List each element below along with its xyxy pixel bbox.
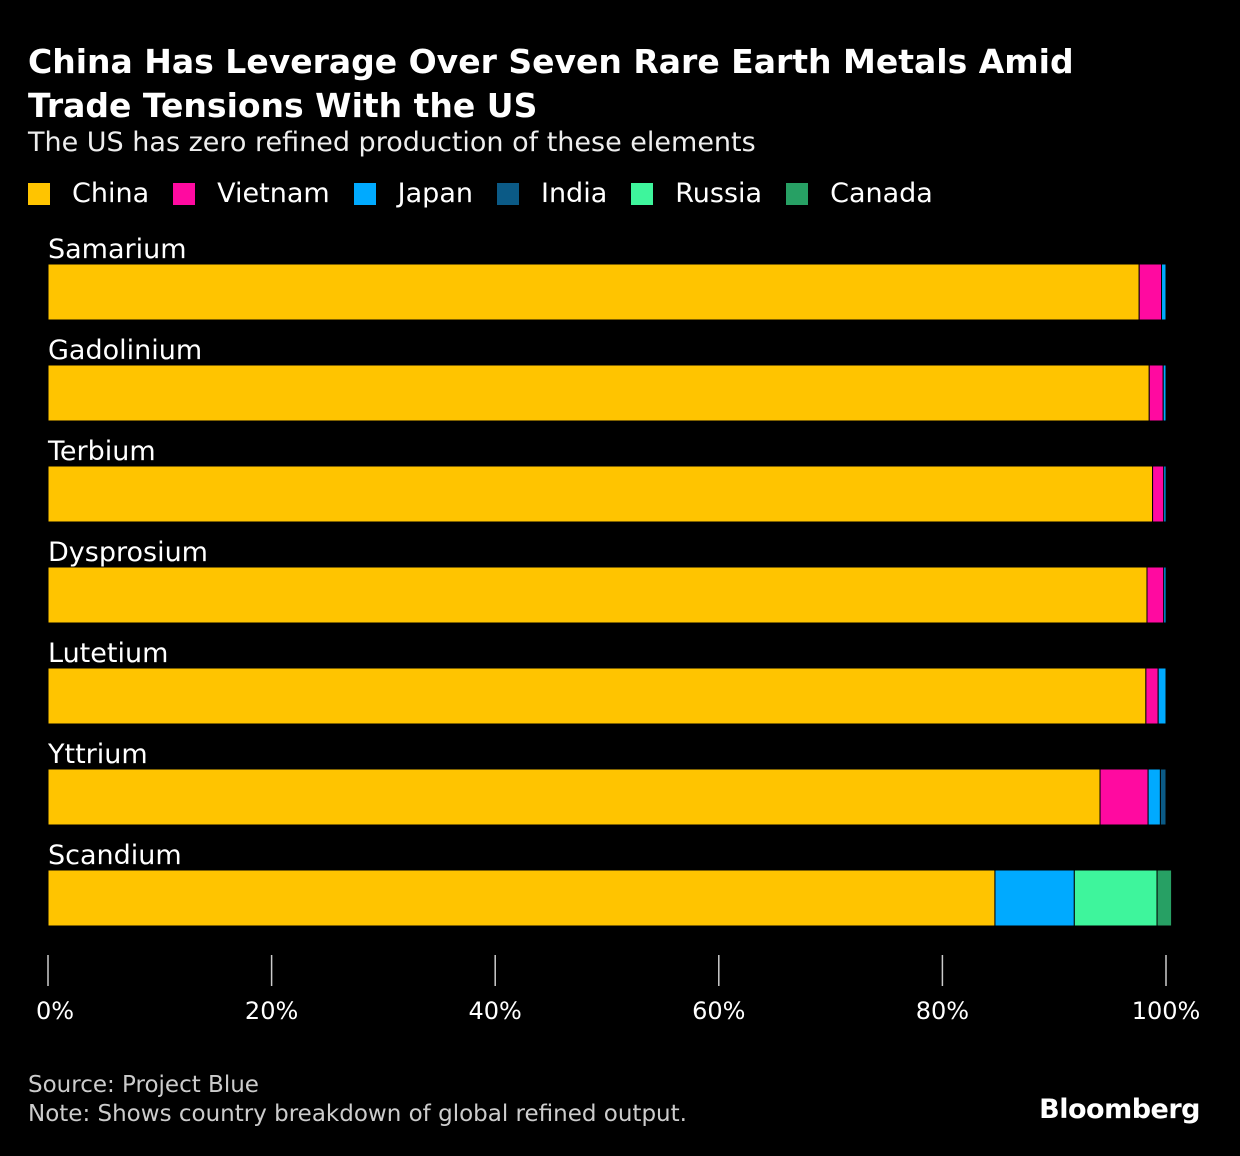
legend-item: India <box>496 178 608 209</box>
legend-label: Russia <box>675 178 763 209</box>
bar-segment <box>1163 566 1167 624</box>
legend-label: Japan <box>397 178 473 209</box>
legend-swatch <box>631 182 654 205</box>
legend-swatch <box>786 182 809 205</box>
category-label: Samarium <box>48 234 187 265</box>
legend-swatch <box>353 182 376 205</box>
bar-segment <box>47 364 1150 422</box>
legend-label: China <box>72 178 150 209</box>
bar-segment <box>1152 465 1165 523</box>
source: Source: Project Blue <box>28 1072 259 1098</box>
category-label: Yttrium <box>47 739 148 770</box>
bar-segment <box>1073 869 1158 927</box>
legend-item: Russia <box>631 178 762 209</box>
legend-item: China <box>28 178 149 209</box>
legend-swatch <box>28 182 50 205</box>
bar-segment <box>47 566 1148 624</box>
bar-segment <box>1099 768 1149 826</box>
bar-segment <box>47 263 1140 321</box>
legend-label: Canada <box>830 178 933 209</box>
chart-title: China Has Leverage Over Seven Rare Earth… <box>28 42 1074 125</box>
x-tick-label: 100% <box>1132 997 1201 1025</box>
legend-item: Canada <box>786 178 933 209</box>
bar-segment <box>994 869 1075 927</box>
category-label: Lutetium <box>48 638 168 669</box>
x-tick-label: 60% <box>692 997 745 1025</box>
chart: 0% 20% 40% 60% 80% 100% Samarium Gadolinium Terb… <box>36 234 1201 1025</box>
bar-segment <box>1148 364 1164 422</box>
legend-swatch <box>496 182 519 205</box>
legend-item: Japan <box>353 178 473 209</box>
category-label: Scandium <box>48 840 182 871</box>
legend-label: India <box>540 178 608 209</box>
bar-segment <box>47 768 1101 826</box>
bar-segment <box>1147 768 1161 826</box>
bar-segment <box>47 667 1147 725</box>
chart-subtitle: The US has zero refined production of th… <box>28 127 756 158</box>
bar-segment <box>47 465 1154 523</box>
bar-segment <box>1163 465 1167 523</box>
category-label: Dysprosium <box>48 537 208 568</box>
category-label: Gadolinium <box>48 335 202 366</box>
bar-segment <box>1156 869 1173 927</box>
bar-segment <box>1161 263 1167 321</box>
category-label: Terbium <box>47 436 156 467</box>
x-tick-label: 80% <box>916 997 969 1025</box>
x-tick-label: 0% <box>36 997 74 1025</box>
x-tick-label: 20% <box>245 997 298 1025</box>
bar-segment <box>1159 768 1167 826</box>
bar-segment <box>1145 667 1159 725</box>
bar-segment <box>1146 566 1165 624</box>
legend-item: Vietnam <box>173 178 330 209</box>
bar-segment <box>1138 263 1163 321</box>
brand-logo: Bloomberg <box>1039 1094 1200 1125</box>
note: Note: Shows country breakdown of global … <box>28 1101 687 1127</box>
legend-label: Vietnam <box>217 178 330 209</box>
legend: China Vietnam Japan India Russia Canada <box>28 178 957 209</box>
x-tick-label: 40% <box>469 997 522 1025</box>
legend-swatch <box>173 182 196 205</box>
bar-segment <box>47 869 996 927</box>
bar-segment <box>1157 667 1167 725</box>
bar-segment <box>1162 364 1167 422</box>
